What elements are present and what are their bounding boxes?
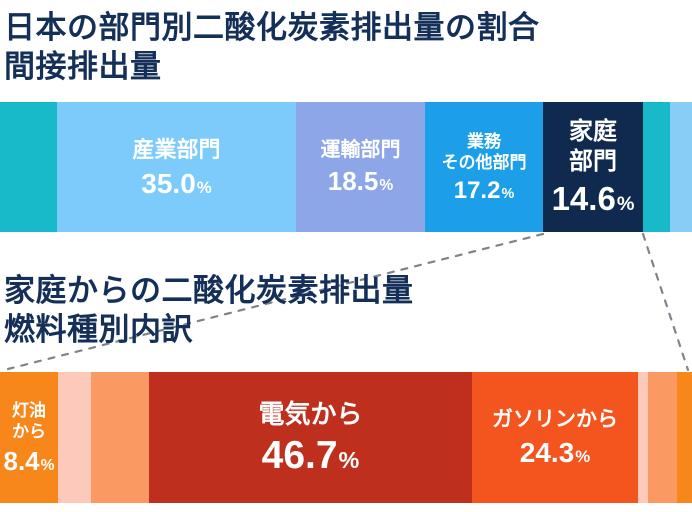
connector-line-right [641,232,690,372]
bar-segment-unlabeled-4 [648,372,677,503]
fuel-chart-title: 家庭からの二酸化炭素排出量 燃料種別内訳 [4,271,414,349]
fuel-chart-title-line2: 燃料種別内訳 [4,312,193,347]
bar-segment-unlabeled-3 [638,372,648,503]
segment-label: 運輸部門 [320,139,401,162]
fuel-chart-title-line1: 家庭からの二酸化炭素排出量 [4,273,414,308]
segment-value: 46.7% [261,433,360,477]
sector-chart-title: 日本の部門別二酸化炭素排出量の割合 間接排出量 [4,8,540,86]
segment-label: 灯油 から [12,401,46,442]
sector-chart-title-line2: 間接排出量 [4,49,162,84]
bar-segment-edge-left [0,102,57,232]
bar-segment-edge-right-1 [643,102,670,232]
sector-stacked-bar: 産業部門 35.0% 運輸部門 18.5% 業務 その他部門 17.2% 家庭 部門 14.6% [0,102,692,232]
bar-segment-business-other: 業務 その他部門 17.2% [425,102,543,232]
bar-segment-electricity: 電気から 46.7% [149,372,472,503]
sector-chart-title-line1: 日本の部門別二酸化炭素排出量の割合 [4,10,540,45]
segment-value: 18.5% [327,166,394,197]
segment-value: 14.6% [551,180,635,218]
bar-segment-edge-right-2 [670,102,692,232]
bar-segment-household: 家庭 部門 14.6% [543,102,643,232]
segment-label: 産業部門 [132,137,221,163]
segment-value: 8.4% [3,445,55,476]
segment-value: 24.3% [519,437,591,469]
segment-label: 家庭 部門 [569,118,617,176]
bar-segment-unlabeled-2 [91,372,149,503]
bar-segment-transport: 運輸部門 18.5% [296,102,425,232]
segment-value: 35.0% [141,167,212,199]
bar-segment-kerosene: 灯油 から 8.4% [0,372,58,503]
bar-segment-unlabeled-5 [677,372,692,503]
segment-value: 17.2% [453,177,515,205]
fuel-stacked-bar: 灯油 から 8.4% 電気から 46.7% ガソリンから 24.3% [0,372,692,503]
segment-label: ガソリンから [492,408,618,432]
bar-segment-gasoline: ガソリンから 24.3% [472,372,638,503]
bar-segment-unlabeled-1 [58,372,91,503]
segment-label: 電気から [258,399,363,430]
bar-segment-industry: 産業部門 35.0% [57,102,296,232]
segment-label: 業務 その他部門 [441,131,527,172]
